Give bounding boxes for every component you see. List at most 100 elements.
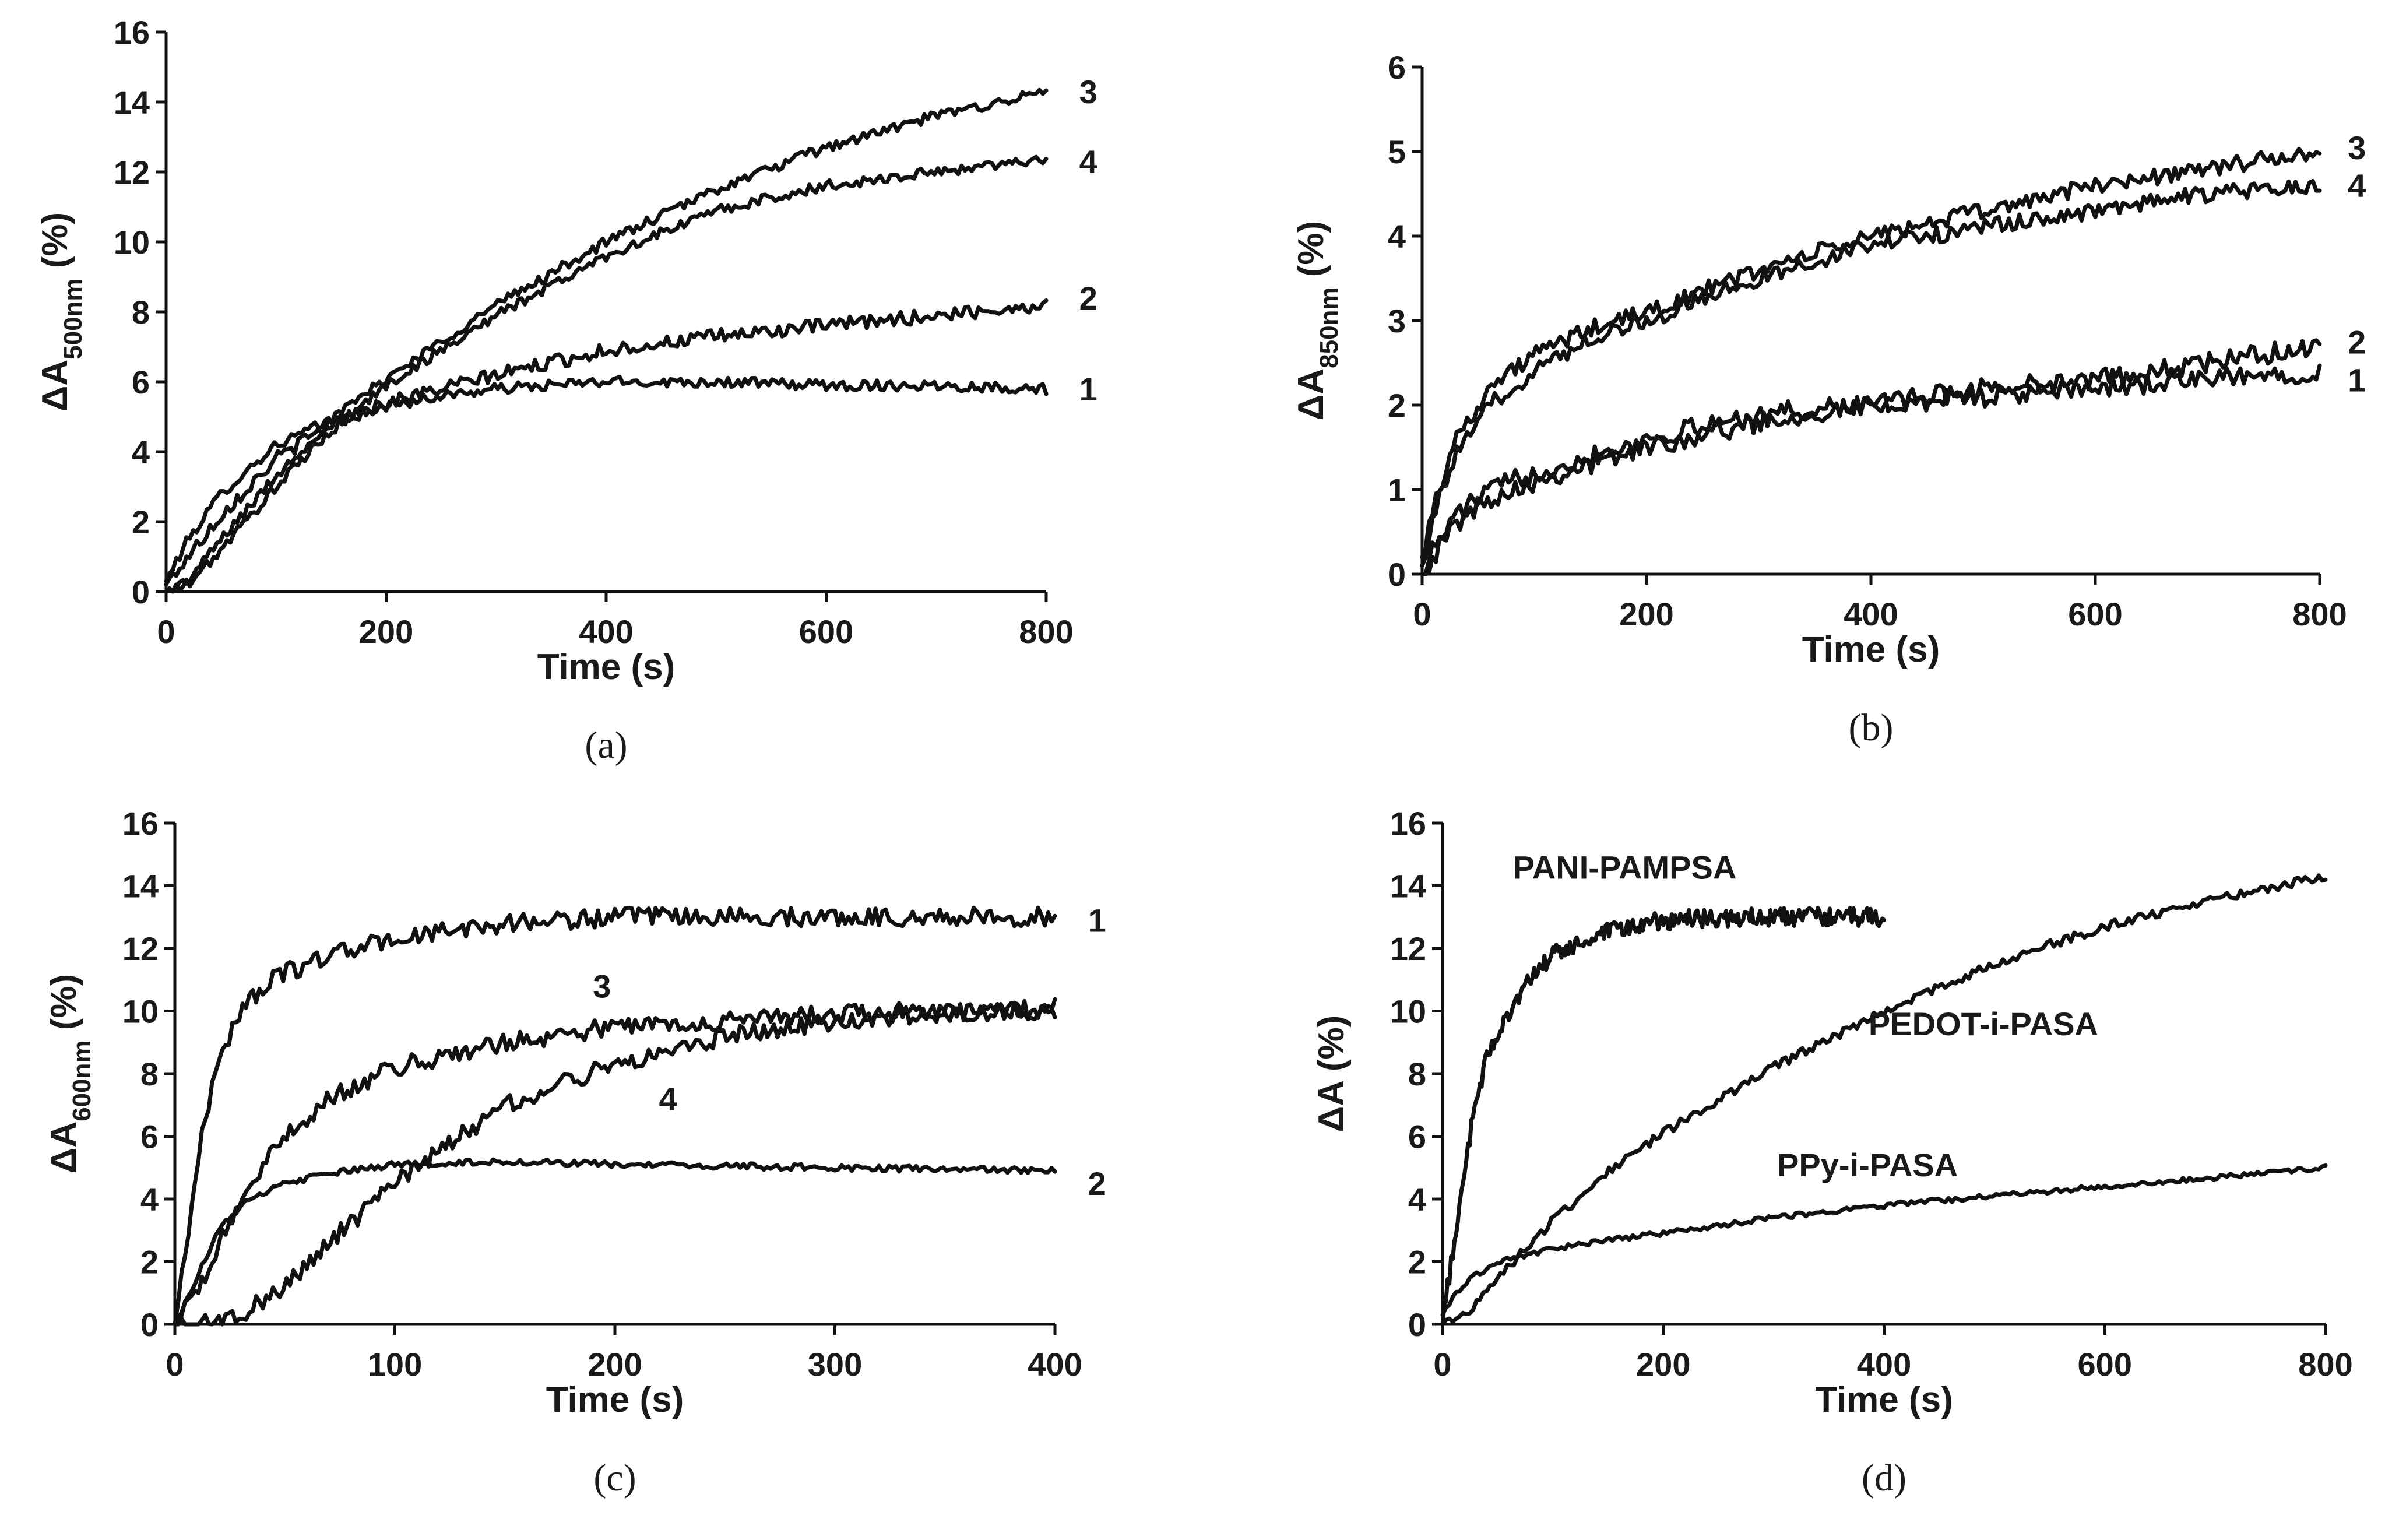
series-line-pani-pampsa <box>1440 906 1886 1327</box>
series-annotation: 2 <box>2348 324 2366 360</box>
series-annotation: 4 <box>1079 143 1097 180</box>
chart-panel-d: 0 2 4 6 8 10 12 14 16 0 200 400 600 800 Time (s) ΔA (%)… <box>1311 805 2353 1499</box>
series-annotation: 2 <box>1079 280 1097 317</box>
x-tick-label: 0 <box>166 1346 184 1383</box>
y-tick-label: 12 <box>122 930 159 967</box>
series-line-1 <box>164 374 1049 583</box>
y-tick-label: 6 <box>1388 49 1406 86</box>
y-tick-label: 6 <box>140 1119 159 1155</box>
series-annotation: 1 <box>2348 362 2366 399</box>
x-tick-label: 100 <box>368 1346 422 1383</box>
y-tick-label: 8 <box>132 294 150 330</box>
y-tick-label: 3 <box>1388 303 1406 339</box>
x-tick-label: 400 <box>1857 1346 1911 1383</box>
x-tick-label: 800 <box>2298 1346 2352 1383</box>
y-tick-label: 10 <box>114 224 150 261</box>
x-tick-label: 400 <box>1028 1346 1082 1383</box>
y-axis-title: ΔA600nm (%) <box>44 974 96 1173</box>
x-tick-label: 0 <box>1433 1346 1451 1383</box>
series-line-2 <box>173 1157 1057 1327</box>
series-annotation: 1 <box>1088 902 1106 939</box>
y-tick-label: 2 <box>1408 1244 1426 1281</box>
y-tick-label: 14 <box>114 84 150 121</box>
y-tick-label: 4 <box>140 1181 159 1218</box>
x-tick-label: 800 <box>1019 613 1073 650</box>
series-line-4 <box>173 997 1057 1327</box>
x-tick-label: 400 <box>579 613 633 650</box>
series-annotation: 4 <box>2348 167 2366 204</box>
series-line-3 <box>1420 147 2322 560</box>
x-axis-title: Time (s) <box>1815 1380 1953 1420</box>
x-tick-label: 300 <box>808 1346 862 1383</box>
y-tick-label: 10 <box>1390 993 1426 1030</box>
y-tick-label: 12 <box>1390 930 1426 967</box>
y-tick-label: 2 <box>140 1244 159 1281</box>
series-line-4 <box>1420 178 2322 568</box>
y-axis-title: ΔA500nm (%) <box>35 212 87 412</box>
x-axis-title: Time (s) <box>1802 630 1940 670</box>
series-annotation: PEDOT-i-PASA <box>1869 1005 2098 1042</box>
y-tick-label: 10 <box>122 993 159 1030</box>
series-line-1 <box>173 905 1057 1327</box>
y-tick-label: 8 <box>140 1056 159 1092</box>
y-tick-label: 16 <box>114 14 150 51</box>
x-tick-label: 800 <box>2292 596 2347 632</box>
x-tick-label: 600 <box>2068 596 2122 632</box>
x-tick-label: 400 <box>1844 596 1898 632</box>
y-tick-label: 0 <box>140 1306 159 1343</box>
series-line-2 <box>164 298 1049 587</box>
series-annotation: PPy-i-PASA <box>1777 1147 1958 1183</box>
series-line-4 <box>164 154 1049 594</box>
x-tick-label: 0 <box>1413 596 1431 632</box>
series-line-ppy-i-pasa <box>1440 1163 2328 1317</box>
y-axis-title: ΔA850nm (%) <box>1291 221 1343 420</box>
y-tick-label: 0 <box>1388 556 1406 593</box>
series-line-pedot-i-pasa <box>1440 873 2328 1327</box>
y-tick-label: 5 <box>1388 133 1406 170</box>
x-tick-label: 0 <box>157 613 175 650</box>
y-tick-label: 6 <box>132 364 150 400</box>
y-tick-label: 14 <box>1390 868 1426 905</box>
x-tick-label: 600 <box>799 613 853 650</box>
panel-label: (c) <box>593 1457 636 1499</box>
y-axis-title: ΔA (%) <box>1311 1015 1352 1133</box>
y-tick-label: 4 <box>1408 1181 1426 1218</box>
x-axis-title: Time (s) <box>537 647 676 687</box>
series-annotation: PANI-PAMPSA <box>1513 849 1737 885</box>
panel-label: (d) <box>1862 1457 1906 1499</box>
x-tick-label: 600 <box>2078 1346 2132 1383</box>
y-tick-label: 4 <box>1388 218 1406 255</box>
y-tick-label: 2 <box>132 504 150 540</box>
y-tick-label: 0 <box>132 574 150 610</box>
y-tick-label: 0 <box>1408 1306 1426 1343</box>
series-line-2 <box>1420 338 2322 576</box>
y-tick-label: 2 <box>1388 387 1406 424</box>
x-tick-label: 200 <box>1619 596 1673 632</box>
y-tick-label: 8 <box>1408 1056 1426 1092</box>
series-line-3 <box>164 87 1049 594</box>
panel-label: (a) <box>585 724 627 767</box>
x-axis-title: Time (s) <box>546 1380 684 1420</box>
panel-label: (b) <box>1849 706 1894 749</box>
series-annotation: 3 <box>2348 129 2366 166</box>
series-annotation: 1 <box>1079 371 1097 407</box>
y-tick-label: 14 <box>122 868 159 905</box>
x-tick-label: 200 <box>588 1346 642 1383</box>
x-tick-label: 200 <box>359 613 413 650</box>
series-annotation: 4 <box>659 1081 677 1117</box>
series-annotation: 3 <box>1079 73 1097 110</box>
series-annotation: 3 <box>593 968 611 1005</box>
x-tick-label: 200 <box>1636 1346 1690 1383</box>
y-tick-label: 12 <box>114 154 150 191</box>
y-tick-label: 16 <box>1390 805 1426 842</box>
series-annotation: 2 <box>1088 1165 1106 1202</box>
y-tick-label: 16 <box>122 805 159 842</box>
y-tick-label: 1 <box>1388 472 1406 508</box>
y-tick-label: 4 <box>132 434 150 470</box>
